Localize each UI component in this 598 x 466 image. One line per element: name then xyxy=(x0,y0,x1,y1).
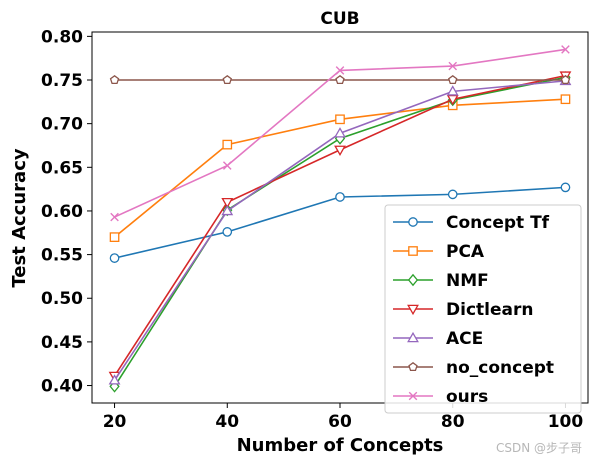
legend-item-concept-tf: Concept Tf xyxy=(393,213,550,233)
data-point-pca xyxy=(109,232,120,242)
series-ours xyxy=(110,45,570,222)
chart-title: CUB xyxy=(320,9,359,29)
data-point-dictlearn xyxy=(334,145,346,156)
data-point-ours xyxy=(335,66,345,75)
legend-label: ours xyxy=(446,387,488,407)
data-point-concept-tf xyxy=(560,182,571,193)
data-point-no-concept xyxy=(447,75,458,85)
x-tick-label: 80 xyxy=(441,412,465,432)
x-tick-label: 40 xyxy=(215,412,239,432)
legend-marker xyxy=(407,304,419,316)
y-tick-label: 0.70 xyxy=(41,115,83,135)
legend-marker xyxy=(408,391,418,401)
legend-item-no-concept: no_concept xyxy=(393,358,554,378)
data-point-ours xyxy=(561,45,570,54)
data-point-concept-tf xyxy=(222,227,233,237)
legend-label: NMF xyxy=(446,271,489,291)
legend: Concept Tf PCA NMF Dictlearn ACE no_conceptou… xyxy=(384,204,582,414)
y-tick-label: 0.55 xyxy=(41,246,83,266)
watermark: CSDN @步子哥 xyxy=(495,441,582,455)
legend-item-ours: ours xyxy=(393,387,488,407)
legend-marker xyxy=(407,331,419,343)
y-tick-label: 0.75 xyxy=(41,71,83,91)
data-point-ours xyxy=(448,61,458,71)
legend-item-pca: PCA xyxy=(393,242,485,262)
data-point-concept-tf xyxy=(335,192,345,202)
data-point-dictlearn xyxy=(221,197,234,209)
legend-marker xyxy=(408,246,418,256)
data-point-pca xyxy=(335,114,345,125)
legend-marker xyxy=(407,273,419,287)
legend-label: Concept Tf xyxy=(446,213,550,233)
series-no-concept xyxy=(109,75,571,85)
data-point-no-concept xyxy=(222,75,233,85)
data-point-no-concept xyxy=(109,75,120,85)
y-tick-label: 0.80 xyxy=(41,27,83,47)
data-point-ace xyxy=(221,204,234,216)
data-point-dictlearn xyxy=(446,94,459,106)
x-tick-label: 100 xyxy=(548,412,584,432)
data-point-no-concept xyxy=(560,75,571,85)
x-tick-label: 20 xyxy=(103,412,127,432)
data-point-concept-tf xyxy=(447,189,458,200)
legend-item-dictlearn: Dictlearn xyxy=(393,300,533,320)
x-axis-label: Number of Concepts xyxy=(237,435,444,456)
y-tick-label: 0.50 xyxy=(41,289,83,309)
y-tick-label: 0.65 xyxy=(41,158,83,178)
legend-item-nmf: NMF xyxy=(393,271,489,291)
legend-box xyxy=(384,204,582,414)
y-axis-label: Test Accuracy xyxy=(9,148,30,287)
y-tick-label: 0.40 xyxy=(41,377,83,397)
data-point-ace xyxy=(446,85,459,96)
data-point-pca xyxy=(560,94,571,105)
series-pca xyxy=(109,94,571,242)
x-tick-label: 60 xyxy=(328,412,352,432)
series-layer xyxy=(108,45,572,393)
legend-label: Dictlearn xyxy=(446,300,533,320)
series-dictlearn xyxy=(108,71,572,383)
legend-label: ACE xyxy=(446,329,483,349)
y-tick-label: 0.45 xyxy=(41,333,83,353)
legend-label: PCA xyxy=(446,242,485,262)
data-point-ace xyxy=(334,127,346,138)
y-tick-label: 0.60 xyxy=(41,202,83,222)
data-point-ours xyxy=(222,161,232,170)
series-concept-tf xyxy=(109,182,571,263)
legend-marker xyxy=(408,361,418,372)
legend-marker xyxy=(408,217,418,227)
data-point-no-concept xyxy=(335,75,345,85)
data-point-pca xyxy=(222,139,233,150)
legend-label: no_concept xyxy=(446,358,554,378)
data-point-concept-tf xyxy=(109,253,120,263)
data-point-ours xyxy=(110,212,119,222)
axes-layer: 0.40 0.45 0.50 0.55 0.60 0.65 0.70 0.75 0.80 20 40… xyxy=(41,27,583,432)
data-point-ace xyxy=(108,374,121,385)
legend-item-ace: ACE xyxy=(393,329,483,349)
